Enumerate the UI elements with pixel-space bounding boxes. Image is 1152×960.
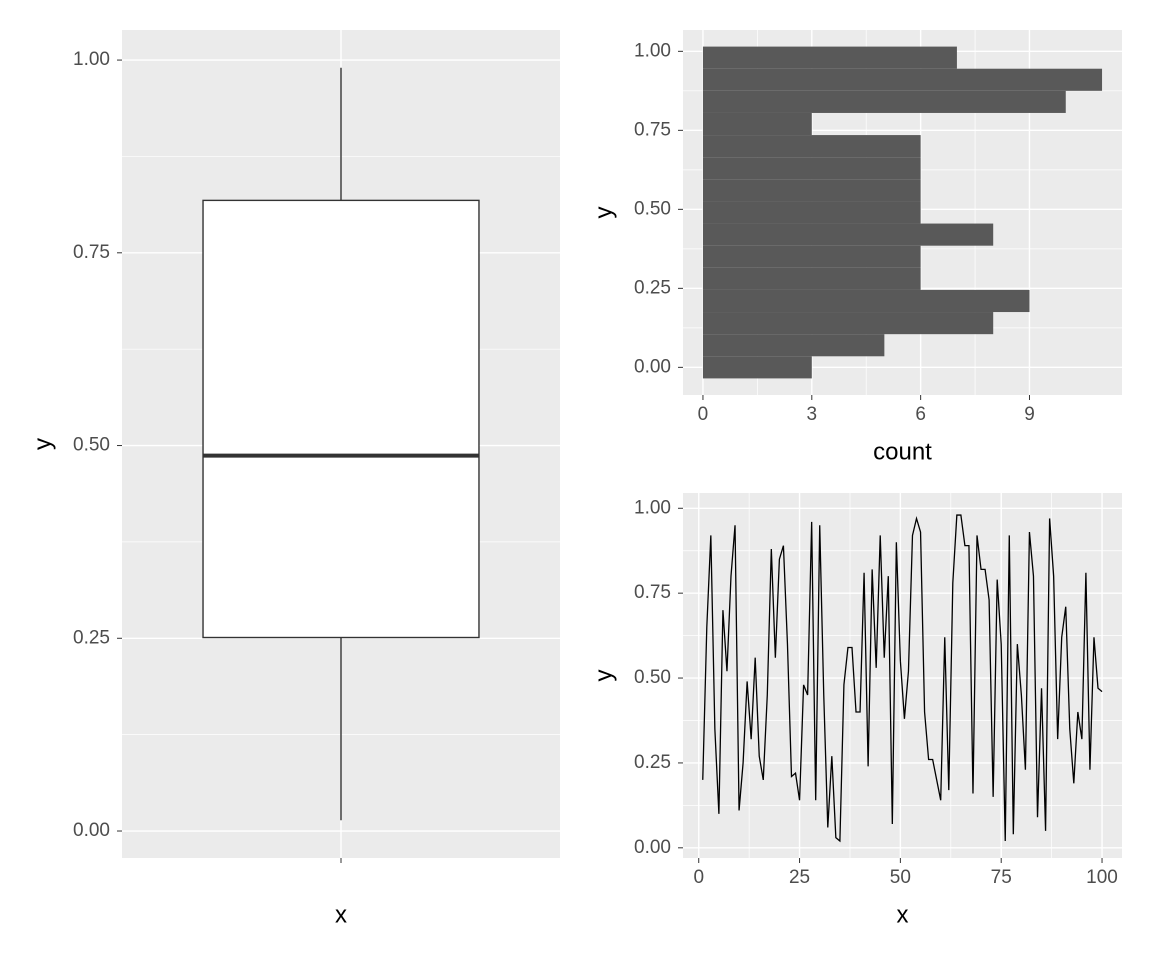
y-tick-label: 0.50: [73, 435, 110, 456]
box: [202, 199, 480, 639]
bar: [702, 112, 812, 136]
bar: [702, 312, 994, 335]
y-tick-label: 0.25: [73, 627, 110, 648]
x-tick-label: 25: [789, 867, 810, 888]
x-tick-label: 3: [807, 404, 818, 425]
bar: [702, 334, 885, 357]
y-tick-label: 0.50: [634, 667, 671, 688]
bar: [702, 223, 994, 246]
x-tick-label: 0: [693, 867, 704, 888]
x-tick-label: 50: [890, 867, 911, 888]
y-axis-title: y: [29, 438, 56, 450]
x-axis-title: count: [873, 438, 932, 465]
y-tick-label: 0.25: [634, 752, 671, 773]
y-tick-label: 1.00: [73, 49, 110, 70]
bar: [702, 90, 1066, 113]
bar: [702, 179, 921, 202]
y-axis-title: y: [590, 670, 617, 682]
x-tick-label: 0: [698, 404, 709, 425]
bar: [702, 68, 1103, 91]
y-tick-label: 0.75: [634, 119, 671, 140]
bar: [702, 201, 921, 224]
y-tick-label: 0.00: [634, 356, 671, 377]
y-axis-title: y: [590, 207, 617, 219]
bar: [702, 135, 921, 158]
y-tick-label: 0.75: [634, 582, 671, 603]
y-tick-label: 0.75: [73, 242, 110, 263]
y-tick-label: 1.00: [634, 40, 671, 61]
y-tick-label: 1.00: [634, 497, 671, 518]
x-tick-label: 6: [915, 404, 926, 425]
line: [702, 514, 1103, 843]
bar: [702, 267, 921, 290]
y-tick-label: 0.50: [634, 198, 671, 219]
bar: [702, 46, 957, 69]
y-tick-label: 0.25: [634, 277, 671, 298]
x-axis-title: x: [335, 901, 347, 928]
y-tick-label: 0.00: [634, 837, 671, 858]
x-tick-label: 9: [1024, 404, 1035, 425]
bar: [702, 356, 812, 379]
bar: [702, 245, 921, 268]
x-tick-label: 100: [1086, 867, 1118, 888]
bar: [702, 289, 1030, 313]
x-tick-label: 75: [991, 867, 1012, 888]
y-tick-label: 0.00: [73, 820, 110, 841]
bar: [702, 157, 921, 180]
x-axis-title: x: [897, 901, 909, 928]
